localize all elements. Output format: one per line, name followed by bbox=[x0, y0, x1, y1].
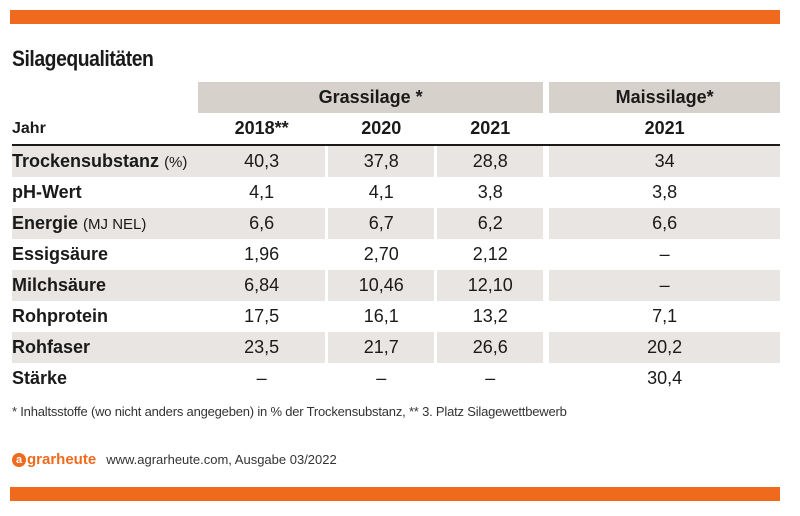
logo-a-icon: a bbox=[12, 452, 26, 467]
table-row: pH-Wert 4,1 4,1 3,8 3,8 bbox=[12, 177, 780, 208]
year-header-row: Jahr 2018** 2020 2021 2021 bbox=[12, 113, 780, 146]
table-cell: 7,1 bbox=[652, 306, 678, 326]
top-accent-bar bbox=[10, 10, 780, 24]
row-unit: (%) bbox=[164, 154, 188, 171]
table-cell: 6,7 bbox=[328, 208, 435, 239]
table-cell: 1,96 bbox=[244, 244, 280, 264]
table-cell: – bbox=[256, 368, 267, 388]
table-cell: 3,8 bbox=[477, 182, 503, 202]
table-cell: – bbox=[659, 244, 670, 264]
row-label: Stärke bbox=[12, 368, 68, 388]
table-cell: 10,46 bbox=[328, 270, 435, 301]
table-cell: 13,2 bbox=[472, 306, 508, 326]
table-row: Milchsäure 6,84 10,46 12,10– bbox=[12, 270, 780, 301]
footnote: * Inhaltsstoffe (wo nicht anders angegeb… bbox=[12, 404, 567, 419]
table-cell: 26,6 bbox=[437, 332, 544, 363]
table-cell: 17,5 bbox=[244, 306, 280, 326]
table-row: Trockensubstanz (%) 40,3 37,8 28,8 34 bbox=[12, 146, 780, 177]
table-cell: 4,1 bbox=[368, 182, 394, 202]
table-cell: – bbox=[376, 368, 387, 388]
table-cell: 6,84 bbox=[198, 270, 326, 301]
group-header-row: Grassilage * Maissilage* bbox=[12, 82, 780, 113]
table-cell: 28,8 bbox=[437, 146, 544, 177]
table-row: Stärke – – – 30,4 bbox=[12, 363, 780, 394]
year-col-3: 2021 bbox=[437, 113, 544, 146]
table-cell: 16,1 bbox=[363, 306, 399, 326]
table-row: Essigsäure 1,96 2,70 2,12 – bbox=[12, 239, 780, 270]
year-col-4: 2021 bbox=[549, 113, 780, 146]
source-text: www.agrarheute.com, Ausgabe 03/2022 bbox=[106, 452, 337, 467]
table-row: Energie (MJ NEL) 6,6 6,7 6,2 6,6 bbox=[12, 208, 780, 239]
table-body: Trockensubstanz (%) 40,3 37,8 28,8 34 pH-Wert… bbox=[12, 146, 780, 394]
year-label: Jahr bbox=[12, 113, 198, 146]
table-cell: 37,8 bbox=[328, 146, 435, 177]
row-label: Milchsäure bbox=[12, 270, 198, 301]
table-cell: 20,2 bbox=[549, 332, 780, 363]
row-label: Trockensubstanz (%) bbox=[12, 146, 198, 177]
row-label: Rohprotein bbox=[12, 306, 108, 326]
table-row: Rohfaser 23,5 21,7 26,6 20,2 bbox=[12, 332, 780, 363]
year-col-2: 2020 bbox=[328, 113, 435, 146]
row-label: Essigsäure bbox=[12, 244, 109, 264]
row-label: Rohfaser bbox=[12, 332, 198, 363]
table-cell: 30,4 bbox=[647, 368, 683, 388]
agrarheute-logo: a grarheute bbox=[12, 451, 96, 468]
table-cell: 4,1 bbox=[249, 182, 275, 202]
year-col-1: 2018** bbox=[198, 113, 326, 146]
table-cell: 40,3 bbox=[198, 146, 326, 177]
table-cell: 2,12 bbox=[472, 244, 508, 264]
table-cell: 6,6 bbox=[198, 208, 326, 239]
bottom-accent-bar bbox=[10, 487, 780, 501]
row-unit: (MJ NEL) bbox=[83, 216, 147, 233]
table-cell: 23,5 bbox=[198, 332, 326, 363]
silage-quality-table: Grassilage * Maissilage* Jahr 2018** 202… bbox=[12, 82, 780, 394]
table-cell: 21,7 bbox=[328, 332, 435, 363]
table-cell: 34 bbox=[549, 146, 780, 177]
table-cell: 6,2 bbox=[437, 208, 544, 239]
table-cell: – bbox=[549, 270, 780, 301]
table-cell: 3,8 bbox=[652, 182, 678, 202]
source-line: a grarheute www.agrarheute.com, Ausgabe 0… bbox=[12, 451, 337, 468]
page-title: Silagequalitäten bbox=[12, 46, 154, 71]
row-label: Energie (MJ NEL) bbox=[12, 208, 198, 239]
row-label: pH-Wert bbox=[12, 182, 82, 202]
group-maissilage: Maissilage* bbox=[549, 82, 780, 113]
table-row: Rohprotein 17,5 16,1 13,2 7,1 bbox=[12, 301, 780, 332]
table-cell: 6,6 bbox=[549, 208, 780, 239]
table-cell: 2,70 bbox=[363, 244, 399, 264]
table-cell: 12,10 bbox=[437, 270, 544, 301]
table-cell: – bbox=[485, 368, 496, 388]
group-grassilage: Grassilage * bbox=[198, 82, 544, 113]
